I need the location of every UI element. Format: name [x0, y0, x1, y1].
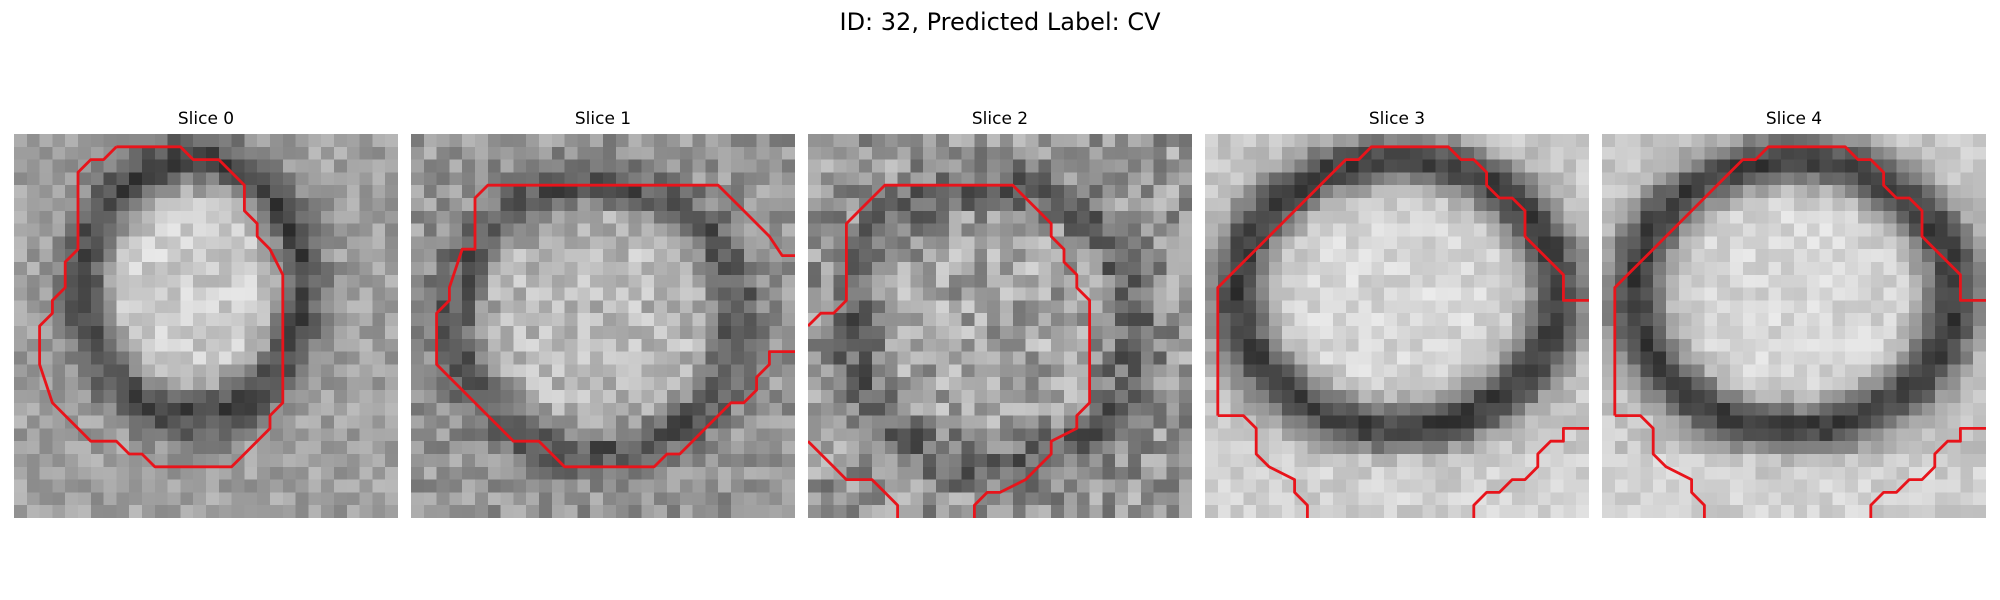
slice-2-title: Slice 2 — [971, 109, 1029, 129]
slice-3-title: Slice 3 — [1368, 109, 1426, 129]
slice-3-contour — [1216, 145, 1589, 518]
slice-1-title: Slice 1 — [574, 109, 632, 129]
slice-4-title: Slice 4 — [1765, 109, 1823, 129]
slice-3-image — [1205, 134, 1589, 518]
slice-0-contour — [38, 145, 285, 469]
slice-0-title: Slice 0 — [177, 109, 235, 129]
slice-4-image — [1602, 134, 1986, 518]
slice-1-contour — [435, 183, 795, 469]
slice-4-contour — [1613, 145, 1986, 518]
slice-2-contour — [808, 183, 1092, 518]
figure-title: ID: 32, Predicted Label: CV — [839, 8, 1161, 36]
